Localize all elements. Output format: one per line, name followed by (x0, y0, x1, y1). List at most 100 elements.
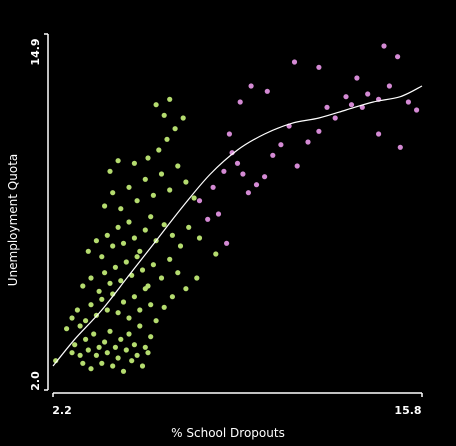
data-point-s0-55 (123, 259, 129, 265)
data-point-s0-1 (69, 350, 75, 356)
data-point-s0-19 (120, 368, 127, 374)
data-point-s0-25 (137, 323, 143, 329)
data-point-s0-52 (107, 280, 113, 286)
data-point-s0-68 (99, 254, 105, 260)
data-point-s0-98 (145, 155, 151, 161)
data-point-s0-57 (134, 254, 140, 260)
data-point-s0-88 (126, 184, 132, 190)
data-point-s0-85 (102, 203, 108, 209)
data-point-s0-46 (161, 304, 167, 310)
data-point-s0-77 (148, 214, 154, 220)
y-axis-title: Unemployment Quota (6, 154, 20, 287)
data-point-s0-42 (137, 307, 143, 313)
data-point-s0-35 (99, 296, 105, 302)
data-point-s0-93 (167, 187, 173, 193)
data-point-s0-97 (107, 168, 113, 174)
data-point-s0-33 (88, 302, 94, 308)
data-point-s1-6 (245, 190, 251, 196)
data-point-s0-51 (102, 270, 108, 276)
data-point-s1-29 (291, 59, 298, 65)
data-point-s0-89 (134, 198, 140, 204)
data-point-s0-103 (167, 96, 173, 102)
data-point-s1-1 (229, 150, 235, 156)
data-point-s1-9 (270, 152, 276, 158)
data-point-s0-94 (175, 163, 181, 169)
data-point-s0-14 (107, 328, 113, 334)
y-tick-label-max: 14.9 (29, 38, 42, 65)
x-axis-title: % School Dropouts (171, 426, 285, 440)
data-point-s0-96 (191, 195, 197, 201)
data-point-s0-47 (169, 294, 175, 300)
data-point-s0-75 (137, 248, 143, 254)
data-point-s0-107 (115, 158, 121, 164)
data-point-s0-102 (161, 112, 167, 118)
data-point-s0-24 (134, 352, 140, 358)
data-point-s1-36 (226, 131, 232, 137)
data-point-s0-74 (131, 235, 137, 241)
data-point-s0-101 (172, 126, 178, 132)
data-point-s0-84 (213, 251, 219, 257)
data-point-s0-105 (180, 115, 186, 121)
data-point-s1-22 (397, 144, 403, 150)
data-point-s1-15 (324, 104, 330, 110)
data-point-s0-108 (64, 326, 70, 332)
data-point-s0-109 (77, 323, 83, 329)
data-point-s0-9 (93, 352, 99, 358)
data-point-s0-65 (194, 275, 200, 281)
data-point-s1-32 (196, 198, 203, 204)
data-point-s1-7 (253, 182, 260, 188)
data-point-s0-92 (158, 171, 165, 177)
data-point-s1-5 (224, 240, 230, 246)
data-point-s1-33 (205, 216, 211, 222)
data-point-s0-90 (142, 176, 148, 182)
data-point-s0-63 (175, 270, 181, 276)
data-point-s0-41 (131, 294, 137, 300)
data-point-s1-31 (248, 83, 254, 89)
data-point-s0-71 (115, 224, 121, 230)
data-point-s0-28 (145, 350, 151, 356)
data-point-s0-38 (115, 310, 121, 316)
data-point-s0-100 (164, 136, 170, 142)
data-point-s0-95 (183, 179, 189, 185)
data-point-s0-10 (96, 344, 102, 350)
data-point-s1-23 (405, 99, 411, 105)
data-point-s1-20 (376, 131, 382, 137)
data-point-s0-99 (156, 147, 162, 153)
data-point-s0-16 (112, 344, 118, 350)
x-tick-label-max: 15.8 (394, 404, 421, 417)
data-point-s0-73 (126, 219, 132, 225)
data-point-s0-106 (131, 160, 137, 166)
data-point-s0-39 (120, 299, 127, 305)
data-point-s0-72 (120, 240, 127, 246)
data-point-s1-19 (365, 91, 371, 97)
data-point-s1-28 (316, 64, 322, 70)
data-point-s0-49 (88, 275, 94, 281)
data-point-s0-29 (148, 334, 154, 340)
data-point-s1-21 (386, 83, 392, 89)
data-point-s0-20 (123, 347, 129, 353)
data-point-s0-26 (139, 363, 146, 369)
data-point-s0-62 (167, 256, 173, 262)
data-point-s0-27 (142, 344, 148, 350)
data-point-s0-76 (142, 227, 148, 233)
data-point-s1-3 (240, 171, 246, 177)
data-point-s0-13 (104, 350, 110, 356)
data-point-s0-79 (161, 222, 167, 228)
data-point-s1-8 (262, 174, 268, 180)
data-point-s1-12 (294, 163, 300, 169)
data-point-s0-22 (129, 358, 135, 364)
data-point-s1-27 (348, 102, 355, 108)
data-point-s0-53 (112, 264, 118, 270)
data-point-s0-6 (85, 347, 91, 353)
data-point-s0-59 (145, 283, 151, 289)
data-point-s0-11 (99, 360, 105, 366)
data-point-s0-15 (110, 363, 116, 369)
data-point-s0-50 (96, 288, 102, 294)
data-point-s1-16 (332, 115, 338, 121)
data-point-s0-61 (158, 275, 165, 281)
data-point-s0-44 (148, 302, 154, 308)
data-point-s0-69 (104, 232, 110, 238)
data-point-s0-23 (131, 342, 137, 348)
data-point-s1-18 (354, 75, 360, 81)
data-point-s0-64 (183, 286, 189, 292)
